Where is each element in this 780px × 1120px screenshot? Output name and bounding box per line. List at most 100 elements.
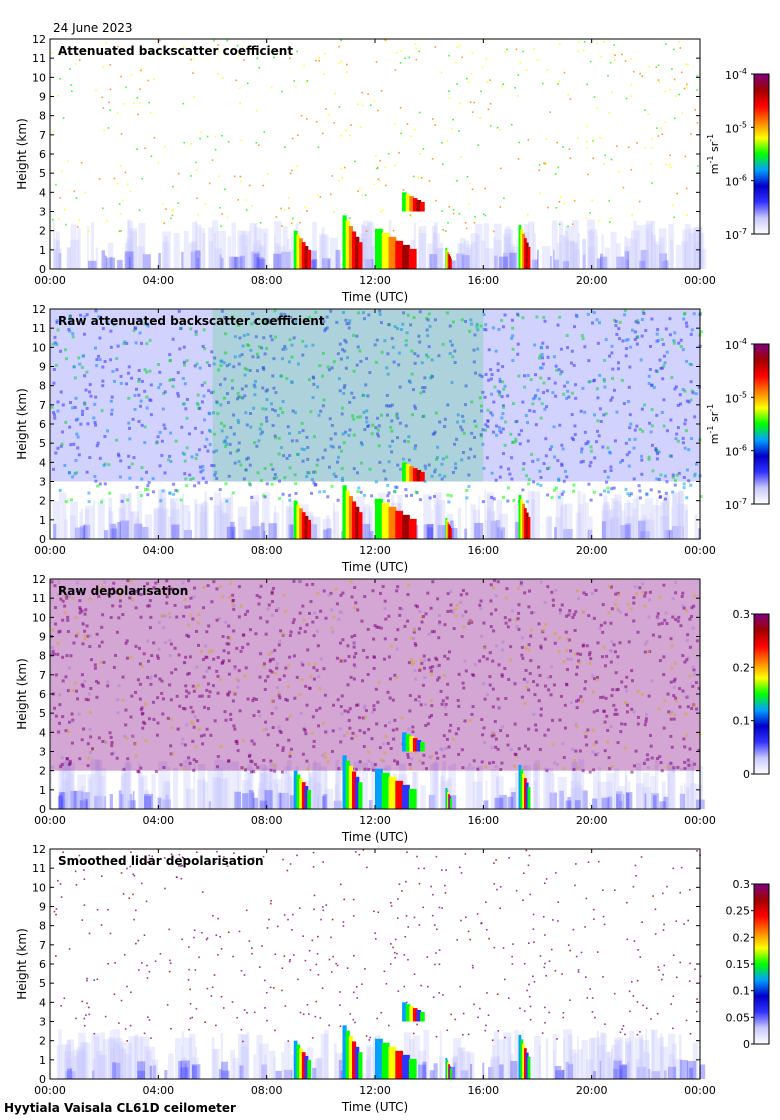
noise-speckle	[681, 654, 685, 658]
noise-speckle	[430, 713, 434, 717]
noise-speckle	[398, 421, 402, 425]
aerosol-layer	[108, 507, 111, 539]
aerosol-layer	[573, 243, 578, 269]
noise-speckle	[537, 765, 541, 769]
noise-speckle	[252, 406, 256, 410]
aerosol-layer	[256, 257, 264, 269]
noise-speckle	[657, 707, 661, 711]
noise-speckle	[208, 182, 211, 185]
aerosol-layer	[554, 527, 557, 539]
noise-speckle	[248, 463, 252, 467]
noise-speckle	[281, 347, 285, 351]
noise-speckle	[440, 477, 444, 481]
aerosol-layer	[275, 1070, 282, 1079]
noise-speckle	[560, 462, 564, 466]
noise-speckle	[320, 316, 324, 320]
aerosol-layer	[510, 1061, 518, 1079]
aerosol-layer	[324, 769, 328, 809]
noise-speckle	[130, 74, 133, 76]
noise-speckle	[603, 664, 607, 668]
aerosol-layer	[362, 220, 373, 269]
noise-speckle	[226, 39, 228, 42]
noise-speckle	[544, 454, 548, 458]
noise-speckle	[460, 155, 462, 158]
aerosol-layer	[291, 1054, 297, 1079]
noise-speckle	[596, 419, 600, 423]
noise-speckle	[358, 760, 362, 764]
aerosol-layer	[191, 241, 198, 269]
noise-speckle	[320, 918, 322, 921]
aerosol-layer	[361, 225, 368, 269]
aerosol-layer	[615, 1069, 623, 1079]
noise-speckle	[603, 385, 607, 389]
aerosol-layer	[440, 775, 445, 809]
aerosol-layer	[83, 524, 91, 539]
noise-speckle	[322, 861, 324, 863]
noise-speckle	[406, 440, 410, 444]
noise-speckle	[437, 614, 441, 618]
noise-speckle	[636, 722, 640, 726]
noise-speckle	[108, 491, 112, 495]
noise-speckle	[126, 757, 130, 761]
noise-speckle	[62, 117, 65, 119]
noise-speckle	[298, 579, 302, 583]
noise-speckle	[174, 439, 178, 443]
noise-speckle	[131, 735, 135, 739]
noise-speckle	[495, 433, 499, 437]
aerosol-layer	[613, 1039, 622, 1079]
aerosol-layer	[433, 233, 440, 269]
noise-speckle	[195, 401, 199, 405]
noise-speckle	[208, 412, 212, 416]
noise-speckle	[516, 586, 520, 590]
noise-speckle	[339, 357, 343, 361]
noise-speckle	[205, 655, 209, 659]
noise-speckle	[589, 212, 591, 214]
noise-speckle	[523, 591, 527, 595]
noise-speckle	[607, 74, 609, 77]
aerosol-layer	[684, 223, 691, 269]
noise-speckle	[362, 648, 366, 652]
noise-speckle	[643, 604, 647, 608]
noise-speckle	[59, 444, 63, 448]
noise-speckle	[311, 343, 315, 347]
noise-speckle	[328, 1024, 330, 1027]
aerosol-layer	[574, 800, 581, 809]
noise-speckle	[556, 1038, 558, 1040]
aerosol-layer	[138, 222, 146, 269]
noise-speckle	[573, 199, 576, 202]
aerosol-layer	[109, 794, 113, 809]
noise-speckle	[560, 443, 564, 447]
noise-speckle	[647, 113, 649, 115]
noise-speckle	[504, 696, 508, 700]
aerosol-layer	[326, 528, 332, 539]
noise-speckle	[511, 609, 515, 613]
noise-speckle	[431, 118, 434, 120]
aerosol-layer	[335, 770, 341, 809]
noise-speckle	[191, 739, 195, 743]
noise-speckle	[477, 144, 480, 146]
noise-speckle	[218, 383, 222, 387]
cloud-cell	[409, 466, 414, 482]
noise-speckle	[198, 694, 202, 698]
aerosol-layer	[157, 506, 164, 539]
noise-speckle	[596, 675, 600, 679]
aerosol-layer	[606, 519, 616, 539]
noise-speckle	[251, 699, 255, 703]
aerosol-layer	[668, 223, 674, 269]
noise-speckle	[80, 161, 83, 164]
noise-speckle	[630, 58, 633, 60]
noise-speckle	[384, 404, 388, 408]
aerosol-layer	[470, 232, 478, 269]
aerosol-layer	[476, 766, 483, 809]
noise-speckle	[405, 915, 408, 917]
aerosol-layer	[611, 1044, 620, 1079]
cloud-feature	[375, 228, 417, 269]
noise-speckle	[172, 185, 174, 188]
aerosol-layer	[662, 498, 665, 539]
aerosol-layer	[442, 761, 447, 809]
noise-speckle	[97, 354, 101, 358]
noise-speckle	[127, 426, 131, 430]
aerosol-layer	[231, 222, 236, 269]
noise-speckle	[456, 179, 458, 182]
noise-speckle	[688, 617, 692, 621]
